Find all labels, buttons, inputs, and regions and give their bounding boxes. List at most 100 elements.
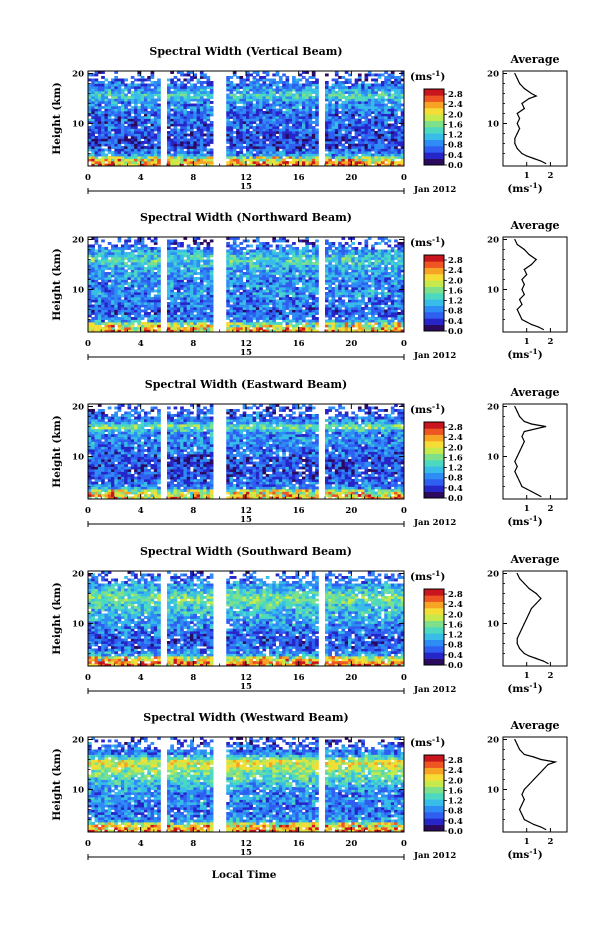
heatmap-cell	[269, 139, 273, 142]
heatmap-cell	[246, 272, 250, 275]
heatmap-cell	[207, 91, 211, 94]
heatmap-cell	[226, 101, 230, 104]
heatmap-cell	[249, 280, 253, 283]
heatmap-cell	[371, 131, 375, 134]
heatmap-cell	[144, 322, 148, 325]
heatmap-cell	[239, 280, 243, 283]
heatmap-cell	[200, 297, 204, 300]
heatmap-cell	[338, 124, 342, 127]
heatmap-cell	[167, 111, 171, 114]
heatmap-cell	[207, 94, 211, 97]
heatmap-cell	[141, 240, 145, 243]
heatmap-cell	[101, 250, 105, 253]
heatmap-cell	[193, 292, 197, 295]
heatmap-cell	[230, 305, 234, 308]
heatmap-cell	[170, 134, 174, 137]
heatmap-cell	[345, 124, 349, 127]
heatmap-cell	[239, 327, 243, 330]
heatmap-cell	[332, 104, 336, 107]
heatmap-cell	[266, 242, 270, 245]
heatmap-cell	[154, 282, 158, 285]
heatmap-cell	[286, 282, 290, 285]
heatmap-cell	[269, 89, 273, 92]
heatmap-cell	[154, 285, 158, 288]
heatmap-cell	[378, 136, 382, 139]
heatmap-cell	[95, 146, 99, 149]
heatmap-cell	[253, 91, 257, 94]
heatmap-cell	[365, 149, 369, 152]
heatmap-cell	[315, 124, 319, 127]
heatmap-cell	[315, 141, 319, 144]
heatmap-cell	[137, 255, 141, 258]
heatmap-cell	[134, 114, 138, 117]
heatmap-cell	[124, 282, 128, 285]
heatmap-cell	[249, 159, 253, 162]
heatmap-cell	[114, 310, 118, 313]
heatmap-cell	[104, 290, 108, 293]
heatmap-cell	[118, 111, 122, 114]
heatmap-cell	[276, 119, 280, 122]
heatmap-cell	[309, 104, 313, 107]
heatmap-cell	[351, 149, 355, 152]
heatmap-cell	[203, 267, 207, 270]
heatmap-cell	[381, 129, 385, 132]
heatmap-cell	[276, 89, 280, 92]
heatmap-cell	[180, 265, 184, 268]
heatmap-cell	[302, 161, 306, 164]
heatmap-cell	[335, 154, 339, 157]
heatmap-cell	[381, 101, 385, 104]
heatmap-cell	[236, 325, 240, 328]
heatmap-cell	[226, 292, 230, 295]
heatmap-cell	[180, 262, 184, 265]
heatmap-cell	[312, 114, 316, 117]
heatmap-cell	[226, 290, 230, 293]
heatmap-cell	[272, 262, 276, 265]
heatmap-cell	[266, 129, 270, 132]
heatmap-cell	[197, 287, 201, 290]
heatmap-cell	[295, 144, 299, 147]
heatmap-cell	[114, 76, 118, 79]
heatmap-cell	[128, 290, 132, 293]
heatmap-cell	[266, 116, 270, 119]
heatmap-cell	[203, 250, 207, 253]
heatmap-cell	[128, 267, 132, 270]
heatmap-cell	[177, 141, 181, 144]
heatmap-cell	[193, 317, 197, 320]
heatmap-cell	[266, 250, 270, 253]
heatmap-cell	[332, 126, 336, 129]
heatmap-cell	[157, 86, 161, 89]
heatmap-cell	[180, 315, 184, 318]
heatmap-cell	[315, 116, 319, 119]
heatmap-cell	[335, 109, 339, 112]
heatmap-cell	[88, 255, 92, 258]
heatmap-cell	[197, 285, 201, 288]
heatmap-cell	[190, 86, 194, 89]
heatmap-cell	[226, 272, 230, 275]
heatmap-cell	[131, 156, 135, 159]
heatmap-cell	[332, 161, 336, 164]
heatmap-cell	[239, 295, 243, 298]
heatmap-cell	[187, 159, 191, 162]
heatmap-cell	[147, 86, 151, 89]
heatmap-cell	[118, 262, 122, 265]
heatmap-cell	[203, 290, 207, 293]
heatmap-cell	[207, 292, 211, 295]
heatmap-cell	[128, 312, 132, 315]
heatmap-cell	[239, 310, 243, 313]
heatmap-cell	[131, 86, 135, 89]
heatmap-cell	[286, 111, 290, 114]
heatmap-cell	[193, 305, 197, 308]
heatmap-cell	[200, 154, 204, 157]
heatmap-cell	[104, 89, 108, 92]
heatmap-cell	[286, 275, 290, 278]
heatmap-cell	[197, 96, 201, 99]
heatmap-cell	[276, 327, 280, 330]
heatmap-cell	[91, 247, 95, 250]
heatmap-cell	[170, 121, 174, 124]
heatmap-cell	[98, 126, 102, 129]
heatmap-cell	[95, 159, 99, 162]
heatmap-cell	[328, 111, 332, 114]
heatmap-cell	[233, 119, 237, 122]
heatmap-cell	[253, 111, 257, 114]
heatmap-cell	[91, 282, 95, 285]
